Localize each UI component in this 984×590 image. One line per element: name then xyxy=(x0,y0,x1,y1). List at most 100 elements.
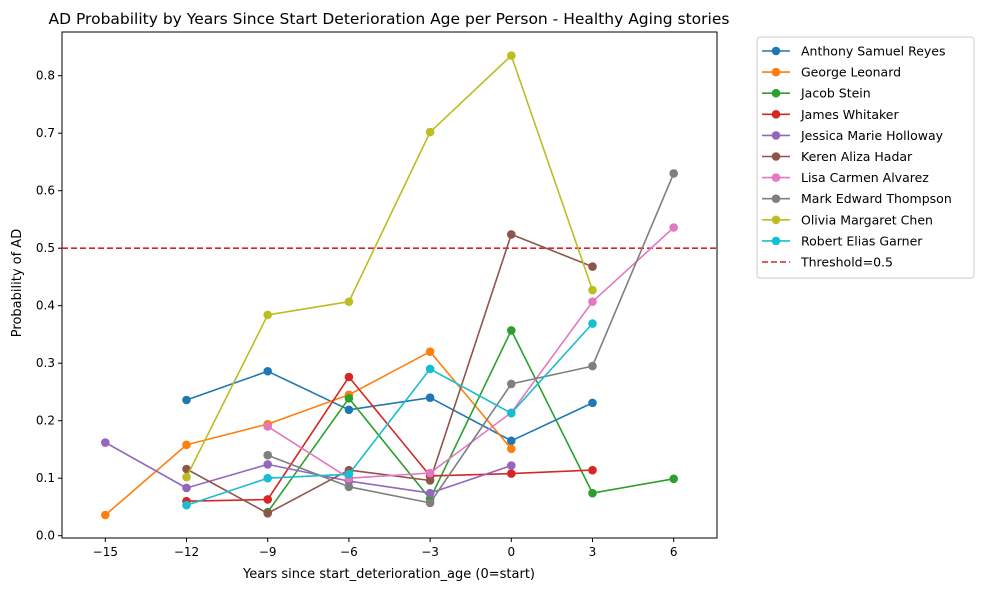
data-point xyxy=(506,379,516,389)
data-point xyxy=(425,488,435,498)
series-line xyxy=(104,441,512,494)
legend-swatch-marker xyxy=(771,67,781,77)
data-point xyxy=(669,169,678,178)
data-point xyxy=(588,398,597,408)
x-tick-label: 3 xyxy=(589,545,597,559)
plot-frame xyxy=(61,31,718,539)
x-axis-label: Years since start_deterioration_age (0=s… xyxy=(242,567,535,582)
data-point xyxy=(263,508,273,518)
data-point xyxy=(344,393,354,403)
legend-swatch-marker xyxy=(771,110,781,119)
x-tick-label: −6 xyxy=(340,545,358,559)
data-point xyxy=(344,405,354,415)
legend-label: Jacob Stein xyxy=(800,86,871,101)
data-point xyxy=(588,465,597,475)
data-point xyxy=(263,473,273,483)
y-tick-label: 0.3 xyxy=(36,356,55,370)
data-point xyxy=(669,223,678,232)
plot-area: −15 −12 −9 −6 −3 0 3 6 0.0 0.1 0.2 0.3 0.4 0.5 0.6 0.7 0… xyxy=(36,31,718,559)
data-point xyxy=(588,285,597,295)
y-tick-label: 0.0 xyxy=(36,529,55,543)
legend-label: James Whitaker xyxy=(800,107,899,122)
data-point xyxy=(506,469,516,478)
data-point xyxy=(182,472,191,482)
data-point xyxy=(506,408,516,418)
y-tick-label: 0.6 xyxy=(36,184,55,198)
data-point xyxy=(344,469,354,479)
legend-swatch-marker xyxy=(771,88,781,98)
x-tick-label: −9 xyxy=(259,545,277,559)
x-tick-label: −15 xyxy=(93,545,118,559)
data-point xyxy=(506,51,516,60)
data-point xyxy=(263,460,273,469)
data-point xyxy=(506,444,516,454)
legend-label: Mark Edward Thompson xyxy=(801,191,952,206)
y-tick-label: 0.8 xyxy=(36,69,55,83)
legend-swatch-marker xyxy=(771,152,781,161)
data-point xyxy=(506,230,516,239)
legend-swatch-marker xyxy=(771,131,781,140)
legend-box xyxy=(756,36,975,279)
x-tick-label: 0 xyxy=(507,545,515,559)
legend-label: Olivia Margaret Chen xyxy=(801,212,933,227)
series-line xyxy=(104,350,512,516)
legend: Anthony Samuel Reyes George Leonard Jacob … xyxy=(756,36,975,279)
legend-label: Keren Aliza Hadar xyxy=(801,149,913,164)
data-point xyxy=(506,461,516,470)
x-tick-label: −3 xyxy=(421,545,439,559)
data-point xyxy=(506,326,516,335)
data-point xyxy=(344,482,354,492)
legend-label: Robert Elias Garner xyxy=(801,233,923,248)
data-point xyxy=(263,495,273,504)
data-point xyxy=(588,361,597,371)
data-point xyxy=(182,440,191,450)
chart-title: AD Probability by Years Since Start Dete… xyxy=(49,10,730,28)
series-line xyxy=(186,370,593,442)
legend-label: Anthony Samuel Reyes xyxy=(801,44,945,59)
data-point xyxy=(669,474,678,484)
data-point xyxy=(588,297,597,306)
legend-swatch-marker xyxy=(771,46,781,56)
legend-label: Jessica Marie Holloway xyxy=(800,128,944,143)
y-axis-label: Probability of AD xyxy=(10,229,25,337)
data-point xyxy=(588,319,597,328)
data-point xyxy=(425,364,435,374)
data-point xyxy=(263,450,273,460)
data-point xyxy=(182,395,191,405)
data-point xyxy=(182,500,191,510)
data-point xyxy=(182,483,191,493)
series-line xyxy=(267,226,675,480)
y-tick-label: 0.4 xyxy=(36,299,55,313)
x-tick-label: 6 xyxy=(670,545,678,559)
legend-swatch-marker xyxy=(771,173,781,182)
series-line xyxy=(267,173,675,504)
x-tick-label: −12 xyxy=(174,545,199,559)
legend-label: Threshold=0.5 xyxy=(800,255,893,270)
data-point xyxy=(425,498,435,508)
series-line xyxy=(267,329,674,513)
y-tick-label: 0.1 xyxy=(36,471,55,485)
legend-swatch-marker xyxy=(771,215,781,225)
data-point xyxy=(506,436,516,446)
y-tick-label: 0.2 xyxy=(36,414,55,428)
data-point xyxy=(425,468,435,478)
legend-swatch-marker xyxy=(771,236,781,246)
series-line xyxy=(186,376,593,502)
series-line xyxy=(186,322,594,506)
data-point xyxy=(425,393,435,403)
data-point xyxy=(263,422,273,431)
data-point xyxy=(263,310,273,320)
data-point xyxy=(344,297,354,306)
data-point xyxy=(588,488,597,498)
data-point xyxy=(344,372,354,382)
data-point xyxy=(263,366,273,376)
y-tick-label: 0.7 xyxy=(36,126,55,140)
data-point xyxy=(588,262,597,271)
data-point xyxy=(425,127,435,137)
data-point xyxy=(425,347,435,357)
data-point xyxy=(101,438,110,447)
series-line xyxy=(185,54,594,478)
legend-label: George Leonard xyxy=(801,65,901,80)
legend-label: Lisa Carmen Alvarez xyxy=(801,170,929,185)
